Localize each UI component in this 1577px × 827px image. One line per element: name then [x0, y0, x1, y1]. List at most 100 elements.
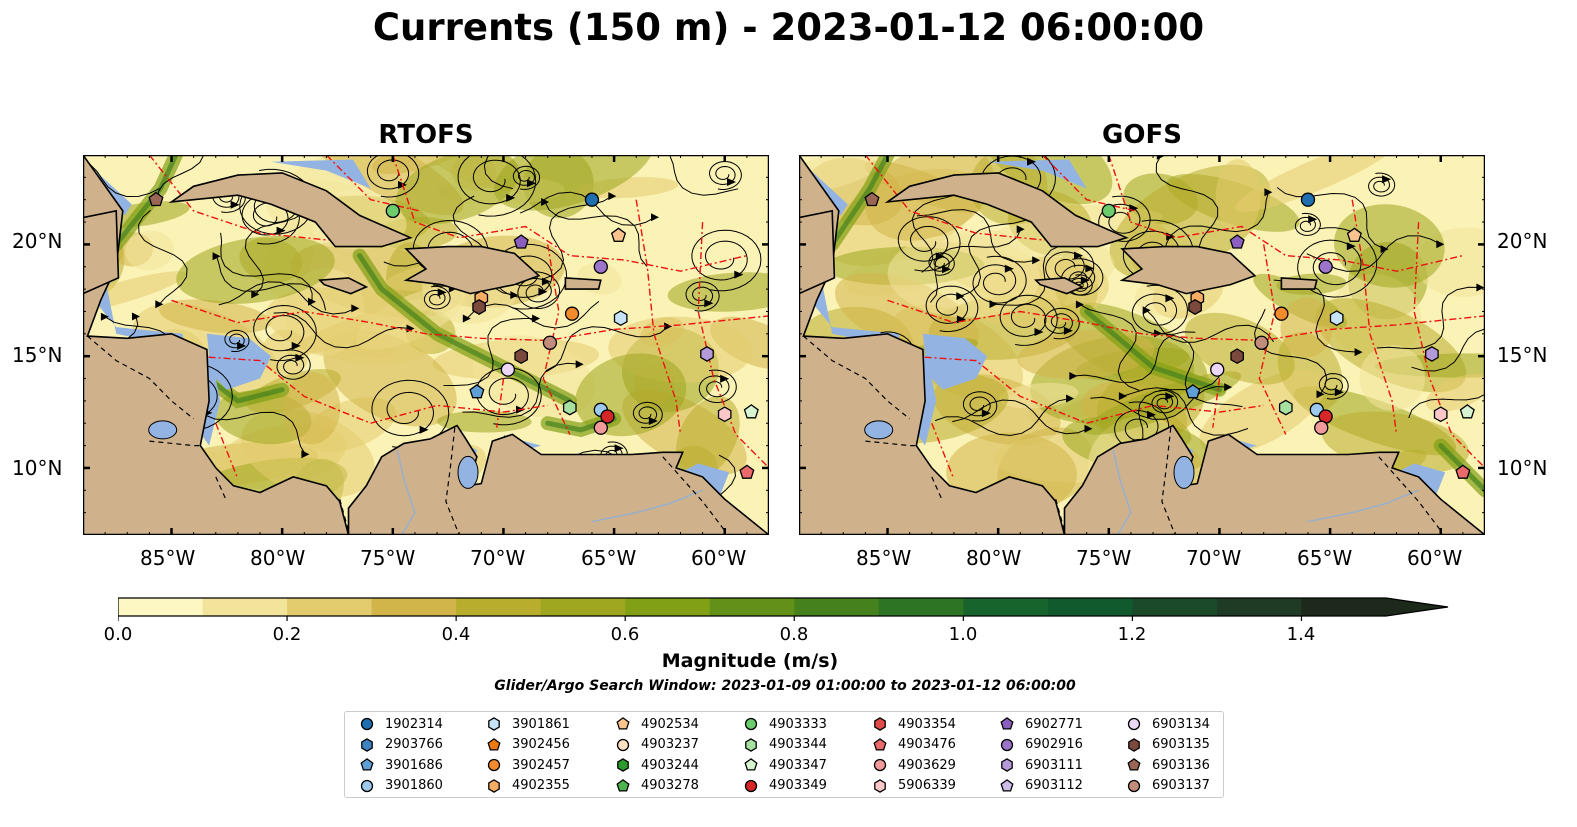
legend-marker-shape [616, 738, 630, 751]
country-border [931, 476, 944, 502]
streamline [930, 229, 1022, 303]
float-marker-3902457 [564, 306, 580, 321]
legend-marker-shape [744, 779, 758, 792]
colorbar-tick-0-8: 0.8 [779, 624, 809, 645]
eez-boundary [931, 422, 955, 480]
colorbar-segment [118, 598, 204, 616]
streamline-arrow [291, 341, 301, 350]
lon-tick-gofs-80: 80°W [966, 546, 1022, 570]
float-marker-6903136 [864, 191, 880, 207]
streamline [1408, 393, 1485, 419]
legend-label: 4903354 [898, 716, 956, 732]
streamline-arrow [648, 417, 658, 425]
legend-marker-pentagon [1000, 778, 1014, 792]
streamline-arrow [1165, 294, 1175, 303]
streamline-arrow [1084, 424, 1093, 433]
float-marker-4903629 [593, 420, 608, 435]
legend-label: 4902534 [641, 716, 699, 732]
figure-title: Currents (150 m) - 2023-01-12 06:00:00 [372, 6, 1205, 49]
land-yucatan [799, 209, 836, 295]
streamline [462, 362, 580, 418]
legend-item-6903137: 6903137 [1126, 776, 1210, 796]
magnitude-contour [1235, 155, 1399, 212]
colorbar-tick-1-4: 1.4 [1286, 624, 1316, 645]
legend-marker-shape [360, 758, 374, 771]
legend-label: 3902457 [512, 757, 570, 773]
streamline [916, 209, 1037, 263]
eez-boundary [496, 378, 505, 428]
legend-marker-shape [873, 758, 887, 772]
lake-maracaibo [457, 455, 479, 489]
float-marker-1902314 [1300, 192, 1316, 207]
legend-label: 4903344 [769, 737, 827, 752]
streamline [83, 160, 160, 198]
magnitude-contour [125, 230, 174, 271]
land-cuba [884, 172, 1129, 248]
eez-boundary [635, 199, 682, 435]
legend-item-3902457: 3902457 [486, 755, 570, 775]
legend-marker-shape [616, 717, 630, 730]
legend-marker-circle [1127, 779, 1141, 792]
lake-nicaragua [864, 420, 894, 440]
streamline [546, 326, 669, 373]
country-border [662, 456, 726, 531]
river-orinoco [591, 489, 703, 523]
magnitude-contour [834, 272, 979, 357]
colorbar-segment [1047, 598, 1133, 616]
colorbar-tick-1-2: 1.2 [1117, 624, 1147, 645]
lon-tick-rtofs-60: 60°W [691, 546, 747, 570]
float-marker-4903349 [600, 409, 615, 424]
streamline [1276, 187, 1385, 250]
float-marker-3902457 [1274, 306, 1289, 321]
streamline [218, 281, 356, 315]
legend-item-6903112: 6903112 [999, 776, 1083, 796]
legend-marker-shape [1127, 779, 1141, 792]
legend-label: 1902314 [385, 716, 443, 732]
legend-item-3901860: 3901860 [359, 776, 443, 796]
legend-marker-shape [744, 717, 758, 731]
lat-tick-right-10: 10°N [1497, 456, 1548, 480]
float-marker-4903476 [1455, 464, 1471, 479]
float-marker-6902771 [1229, 234, 1245, 249]
legend-marker-shape [361, 737, 373, 752]
legend-item-4902355: 4902355 [486, 776, 570, 796]
streamline-arrow [541, 198, 550, 206]
streamline-arrow [1075, 300, 1084, 309]
country-border [1378, 456, 1442, 531]
colorbar-segment [202, 598, 288, 616]
lat-tick-left-15: 15°N [12, 343, 63, 367]
legend-marker-shape [744, 758, 758, 771]
streamline-arrow [734, 270, 744, 279]
river-orinoco [1307, 489, 1419, 523]
colorbar-segment [709, 598, 795, 616]
streamline-arrow [1436, 240, 1445, 249]
legend-marker-pentagon [616, 778, 630, 792]
legend-item-6902771: 6902771 [999, 714, 1083, 734]
lon-tick-rtofs-70: 70°W [470, 546, 526, 570]
legend-label: 4903476 [898, 737, 956, 752]
float-marker-6902916 [593, 259, 608, 274]
float-marker-5906339 [717, 406, 732, 423]
streamline-arrow [462, 314, 471, 323]
streamline-arrow [989, 300, 998, 309]
streamline-arrow [295, 353, 305, 362]
lat-tick-left-10: 10°N [12, 456, 63, 480]
legend-label: 3901861 [512, 716, 570, 732]
magnitude-contour [887, 234, 1041, 318]
legend-marker-hexagon [361, 737, 373, 752]
magnitude-contour [1425, 373, 1485, 412]
colorbar [118, 597, 1449, 621]
float-marker-6903137 [542, 335, 558, 350]
colorbar-segment [794, 598, 880, 616]
streamline-arrow [1118, 392, 1127, 401]
float-marker-4903333 [1101, 203, 1116, 219]
streamline-arrow [720, 374, 730, 383]
legend-marker-shape [360, 779, 374, 792]
streamline [1254, 308, 1328, 395]
legend-item-6903136: 6903136 [1126, 755, 1210, 775]
legend-marker-hexagon [617, 758, 629, 772]
legend-marker-shape [616, 778, 630, 792]
colorbar-segment [1301, 598, 1387, 616]
float-marker-4902534 [1346, 227, 1362, 242]
legend-item-2903766: 2903766 [359, 735, 443, 755]
